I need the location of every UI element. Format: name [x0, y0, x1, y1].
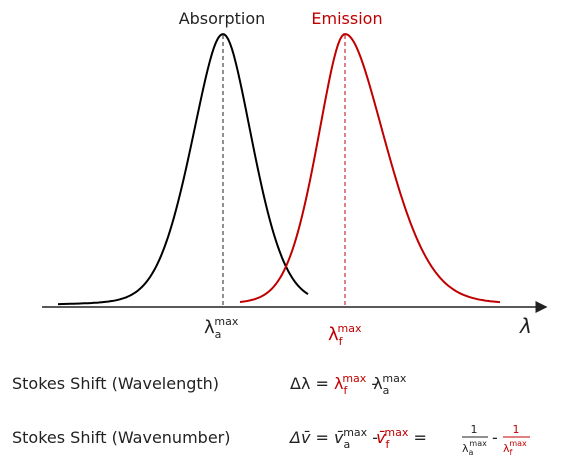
equation: Δλ = λfmax -λamax: [290, 367, 407, 397]
equation: Δv̄ = v̄amax -v̄fmax =: [288, 421, 427, 451]
fraction-num: 1: [513, 423, 520, 436]
peak-label: λfmax: [328, 322, 362, 348]
fraction-den: λfmax: [503, 439, 527, 457]
peak-label: λamax: [204, 315, 239, 341]
absorption-curve: [58, 33, 309, 306]
equation-name: Stokes Shift (Wavenumber): [12, 428, 230, 447]
operator: -: [492, 428, 498, 447]
curve-label: Absorption: [179, 9, 266, 28]
axis-label: λ: [519, 314, 532, 338]
emission-curve: [239, 33, 501, 304]
curve-label: Emission: [311, 9, 382, 28]
fraction-den: λamax: [462, 439, 487, 457]
equation-name: Stokes Shift (Wavelength): [12, 374, 219, 393]
fraction-num: 1: [471, 423, 478, 436]
